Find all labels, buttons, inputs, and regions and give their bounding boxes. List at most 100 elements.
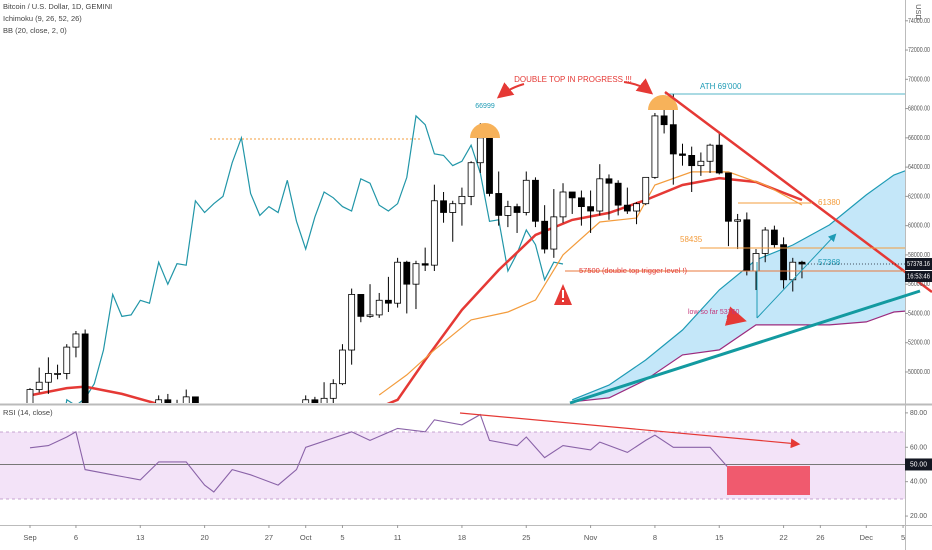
candle-body: [155, 399, 163, 403]
candle-body: [614, 182, 622, 206]
candle-body: [412, 263, 420, 285]
candle-body: [357, 294, 365, 317]
midline-box: [905, 458, 932, 471]
candle-body: [35, 381, 43, 390]
candle-body: [375, 299, 383, 316]
x-tick-label: Dec: [860, 533, 874, 542]
y-tick-label: 70000.00: [908, 74, 930, 83]
arrow: [496, 82, 525, 99]
y-tick-label: 68000.00: [908, 104, 930, 113]
candle-body: [550, 216, 558, 250]
last-price-box: [905, 258, 932, 271]
annotation: low so far 53760: [688, 309, 739, 316]
y-tick-label: 60000.00: [908, 221, 930, 230]
candle-body: [302, 399, 310, 403]
candle-body: [780, 244, 787, 281]
candle-body: [26, 389, 34, 403]
candle-body: [642, 176, 650, 205]
x-tick-label: Nov: [584, 533, 598, 542]
candle-body: [605, 178, 613, 184]
candle-body: [743, 219, 751, 272]
price-pane: [26, 93, 905, 403]
candle-body: [63, 346, 71, 374]
ichimoku-cloud: [572, 170, 905, 402]
candle-body: [532, 179, 539, 222]
annotation: 61380: [818, 198, 841, 207]
candle-body: [504, 206, 512, 216]
x-tick-label: 18: [458, 533, 466, 542]
candle-body: [366, 314, 374, 317]
x-tick-label: 6: [74, 533, 78, 542]
candle-body: [568, 191, 576, 199]
rsi-trendline: [459, 412, 801, 449]
candle-body: [81, 333, 89, 403]
candle-body: [348, 294, 356, 351]
annotation: 58435: [680, 235, 703, 244]
y-tick-label: 54000.00: [908, 308, 930, 317]
candle-body: [476, 137, 484, 164]
countdown-box: [905, 271, 932, 283]
y-tick-label: 80.00: [910, 408, 927, 417]
arrow: [623, 78, 654, 95]
annotation: 66999: [475, 103, 495, 110]
candle-body: [660, 115, 668, 126]
candle-body: [486, 137, 493, 194]
candle-body: [734, 219, 742, 222]
y-tick-label: 40.00: [910, 477, 927, 486]
candle-body: [761, 229, 769, 254]
countdown-label: 16:53:46: [907, 271, 930, 280]
y-tick-label: 20.00: [910, 511, 927, 520]
y-tick-label: 64000.00: [908, 162, 930, 171]
rsi-pane: [0, 413, 905, 493]
x-tick-label: Sep: [23, 533, 36, 542]
arrow: [724, 306, 747, 326]
candle-body: [320, 397, 328, 403]
candle-body: [449, 203, 457, 213]
peak-marker: [470, 123, 500, 138]
x-tick-label: 25: [522, 533, 530, 542]
candle-body: [72, 333, 80, 348]
candle-body: [770, 229, 778, 246]
candle-body: [311, 399, 319, 403]
cloud-lower-line: [572, 310, 905, 403]
candle-body: [164, 399, 172, 403]
candle-body: [44, 373, 52, 383]
candle-body: [623, 204, 631, 212]
candle-body: [421, 263, 429, 266]
candle-body: [458, 195, 466, 205]
candle-body: [706, 144, 714, 162]
annotation: DOUBLE TOP IN PROGRESS !!!: [514, 75, 632, 84]
drawings: [210, 78, 932, 495]
candle-body: [697, 160, 705, 167]
candle-body: [578, 197, 585, 208]
warning-icon: [562, 300, 564, 302]
rsi-zone: [727, 466, 810, 495]
annotation: ATH 69'000: [700, 82, 742, 91]
y-tick-label: 60.00: [910, 442, 927, 451]
warning-icon: [562, 290, 564, 298]
midline-label: 50.00: [910, 459, 927, 468]
candle-body: [467, 162, 475, 197]
x-tick-label: 11: [394, 533, 402, 542]
x-tick-label: 5: [340, 533, 344, 542]
candle-body: [587, 206, 594, 212]
candle-body: [513, 206, 521, 213]
candle-body: [182, 396, 190, 403]
y-tick-label: 56000.00: [908, 279, 930, 288]
y-tick-label: 58000.00: [908, 250, 930, 259]
indicator-label: Ichimoku (9, 26, 52, 26): [3, 14, 82, 23]
currency: USD: [914, 4, 923, 20]
x-tick-label: 26: [816, 533, 824, 542]
x-tick-label: 27: [265, 533, 273, 542]
indicator-label: BB (20, close, 2, 0): [3, 26, 67, 35]
candle-body: [541, 220, 549, 250]
candle-body: [403, 261, 411, 285]
symbol-title: Bitcoin / U.S. Dollar, 1D, GEMINI: [3, 2, 112, 11]
projection: [756, 233, 837, 319]
indicator-line: [29, 176, 803, 403]
lagging-span: [65, 114, 564, 403]
x-tick-label: 13: [136, 533, 144, 542]
candle-body: [394, 261, 402, 304]
x-tick-label: 8: [653, 533, 657, 542]
